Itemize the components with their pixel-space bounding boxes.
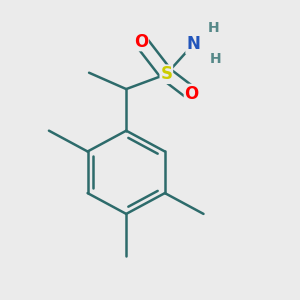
Text: S: S [160, 65, 172, 83]
Text: N: N [186, 35, 200, 53]
Text: H: H [210, 52, 221, 66]
Text: O: O [134, 32, 148, 50]
Text: O: O [184, 85, 199, 103]
Text: H: H [208, 21, 220, 35]
